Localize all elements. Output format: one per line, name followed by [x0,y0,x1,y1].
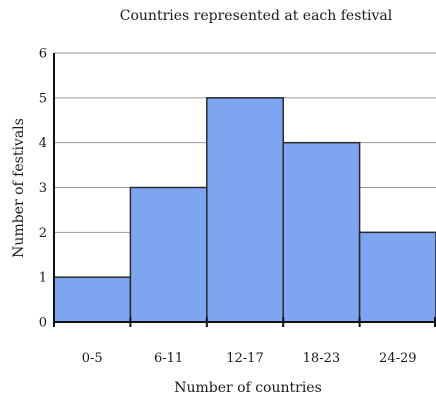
bar [206,97,284,323]
bar [53,276,132,323]
y-tick-label: 5 [39,91,47,106]
chart-title: Countries represented at each festival [120,8,393,24]
y-axis-label: Number of festivals [11,118,27,258]
y-tick-label: 3 [39,181,47,196]
y-tick-label: 1 [39,271,47,286]
axes [53,53,436,327]
bar [358,231,436,323]
y-tick-label: 4 [39,136,47,151]
bar [129,186,208,323]
bars [53,97,436,323]
x-tick-label: 6-11 [154,351,183,366]
x-tick-label: 18-23 [303,351,340,366]
y-tick-label: 6 [39,47,47,62]
x-tick-label: 0-5 [82,351,103,366]
x-tick-label: 24-29 [379,351,416,366]
x-tick-label: 12-17 [226,351,263,366]
y-tick-label: 2 [39,226,47,241]
x-tick-labels: 0-5 6-11 12-17 18-23 24-29 [82,351,417,366]
y-tick-labels: 0 1 2 3 4 5 6 [39,47,47,331]
x-axis-label: Number of countries [174,380,322,396]
bar [282,141,361,323]
y-tick-label: 0 [39,316,47,331]
